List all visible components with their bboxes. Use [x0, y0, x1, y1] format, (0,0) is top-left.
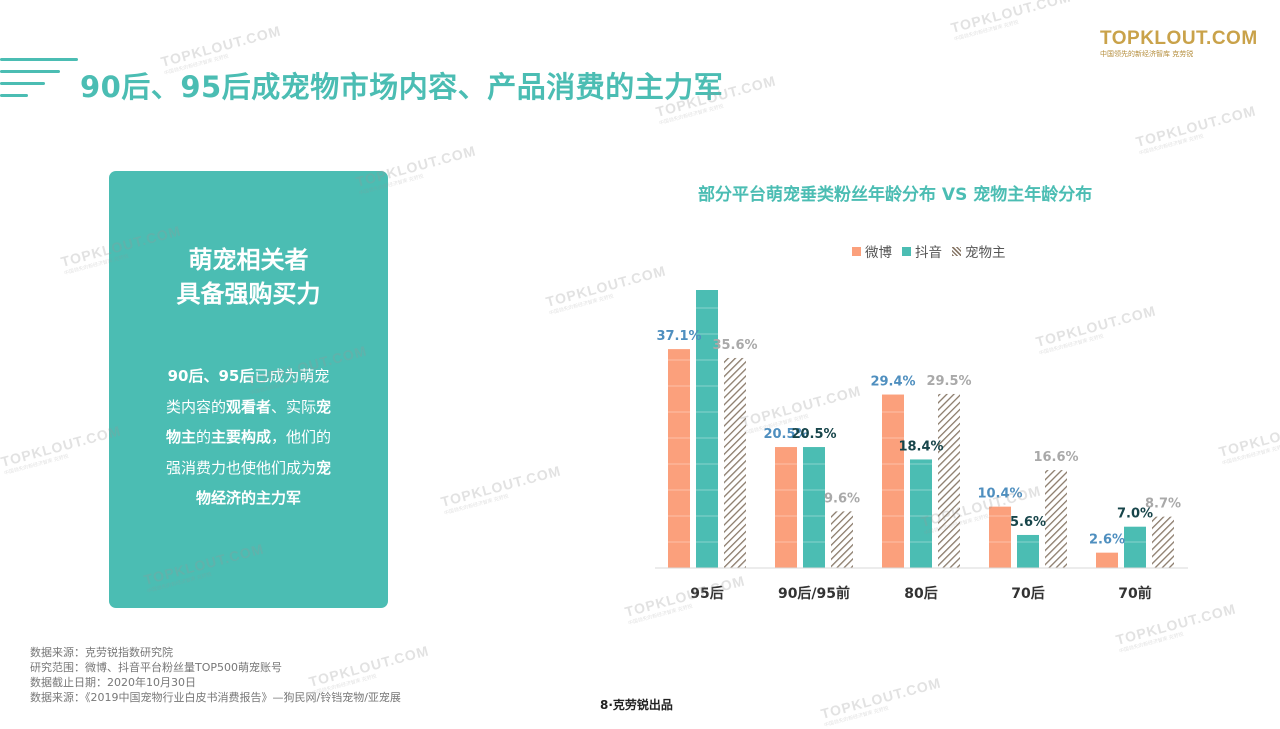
bar-0-4 — [1096, 552, 1118, 568]
watermark-11: TOPKLOUT.COM 中国领先的新经济智库 克劳锐 — [439, 462, 563, 517]
card-body-seg-5: 的 — [195, 428, 211, 446]
watermark-8: TOPKLOUT.COM 中国领先的新经济智库 克劳锐 — [0, 422, 123, 477]
bar-2-3 — [1045, 470, 1067, 568]
data-label-1-3: 5.6% — [1010, 515, 1046, 530]
legend-item-petowner: 宠物主 — [952, 241, 1006, 261]
logo-sub-text: 中国领先的新经济智库 克劳锐 — [1100, 50, 1194, 58]
legend-item-douyin: 抖音 — [902, 241, 942, 261]
legend-swatch-weibo — [852, 246, 861, 256]
data-label-2-4: 8.7% — [1145, 497, 1181, 512]
card-body-seg-8: 宠物经济的主力军 — [195, 458, 332, 508]
card-body-seg-7: ，他们的强消费力也使他们成为 — [165, 428, 332, 477]
bar-1-4 — [1124, 526, 1146, 568]
legend-label-weibo: 微博 — [865, 245, 892, 261]
data-label-2-1: 9.6% — [824, 491, 860, 506]
data-label-2-0: 35.6% — [712, 338, 757, 353]
legend-item-weibo: 微博 — [852, 241, 892, 261]
watermark-sub: 中国领先的新经济智库 克劳锐 — [3, 453, 70, 477]
bar-2-2 — [938, 393, 960, 568]
data-label-1-1: 20.5% — [791, 427, 836, 442]
card-heading: 萌宠相关者 具备强购买力 — [109, 243, 388, 311]
card-heading-line2: 具备强购买力 — [176, 280, 321, 308]
data-label-2-2: 29.5% — [926, 374, 971, 389]
watermark-sub: 中国领先的新经济智库 克劳锐 — [443, 493, 510, 517]
x-tick-label-2: 80后 — [904, 585, 937, 602]
x-tick-label-0: 95后 — [690, 585, 723, 602]
summary-card: 萌宠相关者 具备强购买力 90后、95后已成为萌宠类内容的观看者、实际宠物主的主… — [109, 171, 388, 608]
x-tick-label-4: 70前 — [1118, 585, 1151, 602]
data-label-0-0: 37.1% — [656, 329, 701, 344]
card-body-seg-4: 宠物主 — [165, 397, 332, 447]
watermark-sub: 中国领先的新经济智库 克劳锐 — [1221, 443, 1280, 467]
bar-2-4 — [1152, 516, 1174, 568]
bar-0-0 — [668, 349, 690, 568]
footer-line-4: 数据来源：《2019中国宠物行业白皮书消费报告》—狗民网/铃铛宠物/亚宠展 — [30, 691, 401, 704]
data-label-0-2: 29.4% — [870, 375, 915, 390]
data-label-0-1: 20.5% — [763, 427, 808, 442]
card-body-seg-1: 已成为萌宠类内容的 — [165, 367, 330, 416]
page-title: 90后、95后成宠物市场内容、产品消费的主力军 — [80, 70, 724, 104]
watermark-sub: 中国领先的新经济智库 克劳锐 — [1118, 631, 1185, 655]
data-label-2-3: 16.6% — [1033, 450, 1078, 465]
data-label-1-2: 18.4% — [898, 439, 943, 454]
card-body-seg-6: 主要构成 — [211, 428, 272, 446]
bar-0-2 — [882, 394, 904, 568]
footer-line-1: 数据来源：克劳锐指数研究院 — [30, 646, 173, 659]
chart-legend: 微博 抖音 宠物主 — [852, 241, 1016, 261]
bar-2-1 — [831, 511, 853, 568]
x-tick-label-1: 90后/95前 — [778, 585, 850, 602]
legend-label-petowner: 宠物主 — [965, 245, 1006, 261]
card-body-seg-0: 90后、95后 — [167, 367, 255, 385]
watermark-sub: 中国领先的新经济智库 克劳锐 — [1138, 133, 1205, 157]
data-label-1-4: 7.0% — [1117, 507, 1153, 522]
chart-title: 部分平台萌宠垂类粉丝年龄分布 VS 宠物主年龄分布 — [698, 185, 1093, 205]
watermark-10: TOPKLOUT.COM 中国领先的新经济智库 克劳锐 — [1217, 412, 1280, 466]
watermark-2: TOPKLOUT.COM 中国领先的新经济智库 克劳锐 — [354, 142, 478, 197]
brand-logo: TOPKLOUT.COM 中国领先的新经济智库 克劳锐 — [1100, 28, 1258, 59]
watermark-sub: 中国领先的新经济智库 克劳锐 — [823, 705, 890, 729]
legend-swatch-douyin — [902, 246, 911, 256]
watermark-17: TOPKLOUT.COM 中国领先的新经济智库 克劳锐 — [819, 674, 943, 729]
watermark-sub: 中国领先的新经济智库 克劳锐 — [953, 19, 1020, 43]
bar-2-0 — [724, 357, 746, 568]
card-heading-line1: 萌宠相关者 — [188, 246, 309, 274]
bar-1-1 — [803, 447, 825, 568]
bar-1-3 — [1017, 534, 1039, 568]
page-mark: 8·克劳锐出品 — [600, 698, 673, 712]
footer-notes: 数据来源：克劳锐指数研究院 研究范围：微博、抖音平台粉丝量TOP500萌宠账号 … — [30, 645, 401, 705]
footer-line-2: 研究范围：微博、抖音平台粉丝量TOP500萌宠账号 — [30, 661, 283, 674]
bar-0-1 — [775, 447, 797, 568]
data-label-0-3: 10.4% — [977, 487, 1022, 502]
bar-1-2 — [910, 459, 932, 568]
bar-0-3 — [989, 506, 1011, 568]
bar-1-0 — [696, 290, 718, 568]
logo-main-text: TOPKLOUT.COM — [1100, 28, 1258, 49]
title-decoration — [0, 58, 80, 102]
data-label-0-4: 2.6% — [1089, 533, 1125, 548]
footer-line-3: 数据截止日期：2020年10月30日 — [30, 676, 196, 689]
x-tick-label-3: 70后 — [1011, 585, 1044, 602]
watermark-1: TOPKLOUT.COM 中国领先的新经济智库 克劳锐 — [949, 0, 1073, 43]
card-body: 90后、95后已成为萌宠类内容的观看者、实际宠物主的主要构成，他们的强消费力也使… — [164, 361, 334, 514]
card-body-seg-3: 、实际 — [271, 397, 317, 416]
legend-label-douyin: 抖音 — [915, 245, 942, 261]
watermark-3: TOPKLOUT.COM 中国领先的新经济智库 克劳锐 — [1134, 102, 1258, 157]
watermark-sub: 中国领先的新经济智库 克劳锐 — [358, 173, 425, 197]
legend-swatch-petowner — [952, 246, 961, 256]
card-body-seg-2: 观看者 — [225, 397, 271, 416]
